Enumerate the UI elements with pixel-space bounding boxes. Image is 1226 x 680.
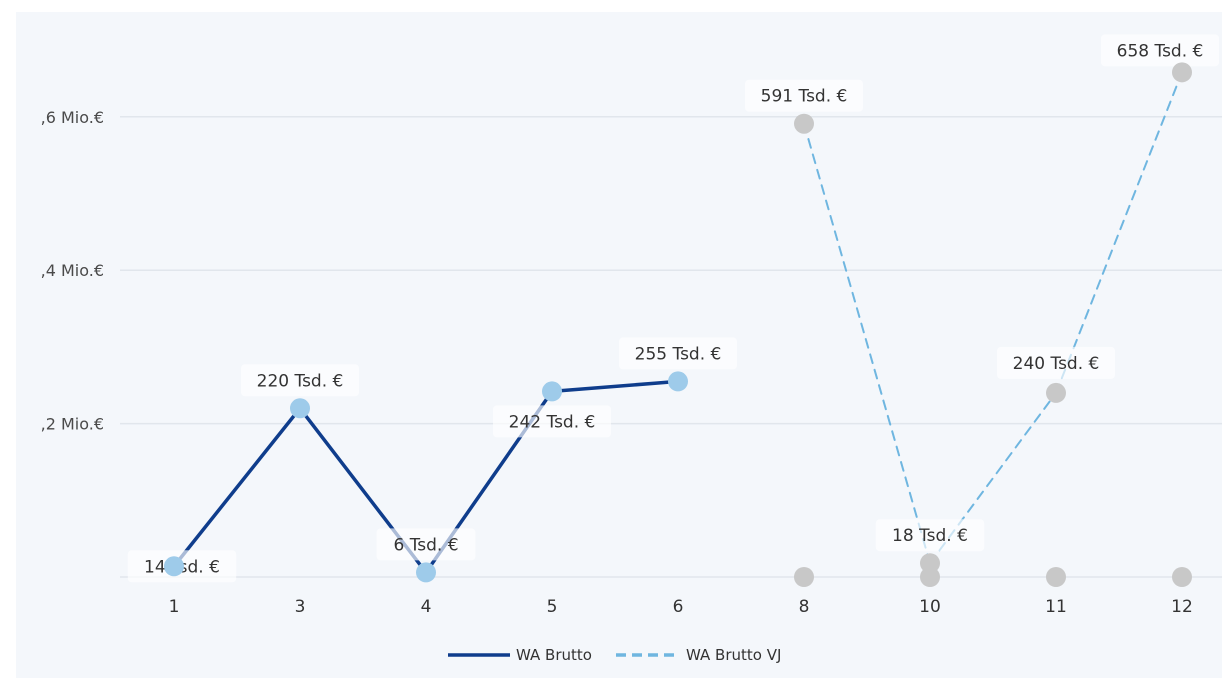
x-axis: 1 3 4 5 6 8 10 11 12	[169, 597, 1193, 617]
legend-label-wa-brutto-vj: WA Brutto VJ	[686, 646, 781, 664]
data-label-bg	[376, 528, 476, 561]
data-label-bg	[493, 405, 611, 438]
data-points	[164, 62, 1192, 583]
x-tick-label: 6	[673, 597, 684, 617]
x-tick-label: 4	[421, 597, 432, 617]
data-label-bg	[875, 519, 985, 552]
data-label: 240 Tsd. €	[1013, 354, 1100, 374]
x-tick-label: 3	[295, 597, 306, 617]
data-label: 591 Tsd. €	[761, 87, 848, 107]
data-point-marker[interactable]	[1172, 62, 1192, 83]
data-labels: 14 Tsd. €220 Tsd. €6 Tsd. €242 Tsd. €255…	[127, 34, 1219, 583]
x-tick-label: 10	[919, 597, 941, 617]
data-point-marker[interactable]	[1046, 382, 1066, 403]
data-label: 242 Tsd. €	[509, 412, 596, 432]
series-line-segment	[1055, 71, 1183, 394]
data-label-bg	[619, 337, 737, 370]
zero-point-marker[interactable]	[920, 567, 940, 587]
zero-point-marker[interactable]	[794, 567, 814, 587]
x-tick-label: 11	[1045, 597, 1067, 617]
x-tick-label: 5	[547, 597, 558, 617]
data-point-marker[interactable]	[416, 562, 436, 583]
data-point-marker[interactable]	[290, 398, 310, 419]
data-label: 658 Tsd. €	[1117, 41, 1204, 61]
x-tick-label: 1	[169, 597, 180, 617]
data-point-marker[interactable]	[164, 556, 184, 577]
legend-label-wa-brutto: WA Brutto	[516, 646, 592, 664]
data-point-marker[interactable]	[668, 371, 688, 392]
y-tick-label: ,6 Mio.€	[41, 108, 104, 127]
x-tick-label: 8	[799, 597, 810, 617]
data-point-marker[interactable]	[920, 553, 940, 574]
zero-markers	[794, 567, 1192, 587]
gridlines: ,2 Mio.€ ,4 Mio.€ ,6 Mio.€	[41, 108, 1222, 578]
x-tick-label: 12	[1171, 597, 1193, 617]
data-label: 255 Tsd. €	[635, 344, 722, 364]
series-line-segment	[172, 406, 302, 569]
data-point-marker[interactable]	[542, 381, 562, 402]
zero-point-marker[interactable]	[1172, 567, 1192, 587]
data-label: 220 Tsd. €	[257, 371, 344, 391]
zero-point-marker[interactable]	[1046, 567, 1066, 587]
series-lines	[172, 71, 1183, 575]
y-tick-label: ,4 Mio.€	[41, 261, 104, 280]
data-label-bg	[1101, 34, 1219, 67]
data-label: 18 Tsd. €	[892, 526, 968, 546]
data-label-bg	[745, 79, 863, 112]
y-tick-label: ,2 Mio.€	[41, 415, 104, 434]
data-label-bg	[241, 364, 359, 397]
series-line-segment	[803, 122, 931, 565]
series-line-segment	[550, 379, 680, 394]
legend: WA Brutto WA Brutto VJ	[448, 646, 781, 664]
data-point-marker[interactable]	[794, 113, 814, 134]
chart-panel: ,2 Mio.€ ,4 Mio.€ ,6 Mio.€ 1 3 4 5 6 8 10 11 12 14 T…	[16, 12, 1222, 678]
data-label: 6 Tsd. €	[393, 535, 458, 555]
data-label-bg	[997, 346, 1115, 379]
